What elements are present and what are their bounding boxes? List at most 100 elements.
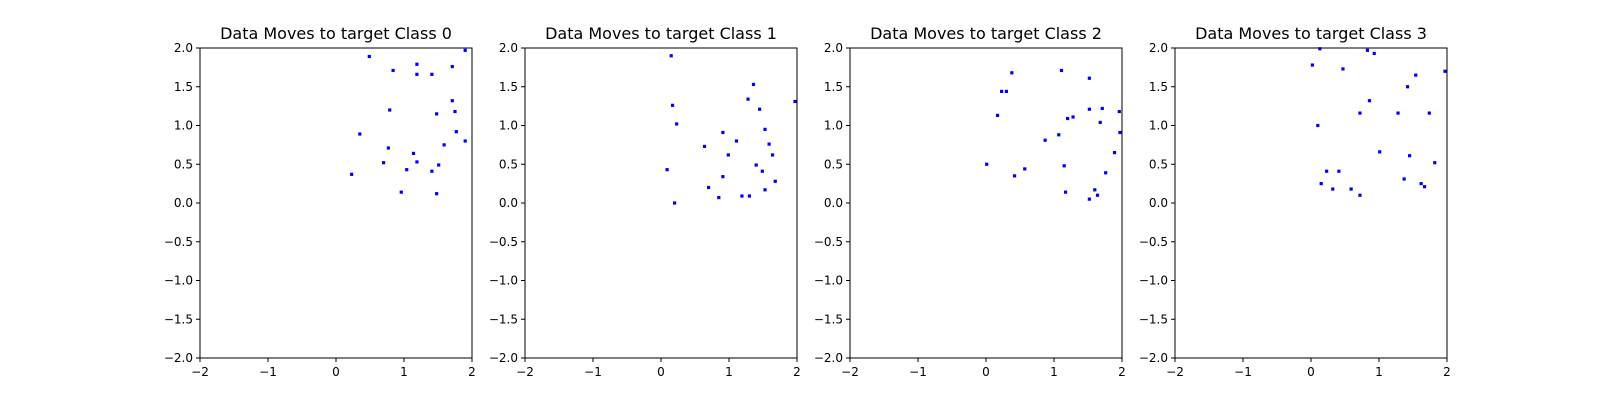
data-point	[1098, 120, 1102, 124]
subplot-3: Data Moves to target Class 3 −2 −1 0 1 2 −2.0 −…	[1139, 24, 1451, 379]
y-tick-label: −2.0	[489, 351, 518, 365]
x-tick-label: 0	[982, 365, 990, 379]
subplot-0: Data Moves to target Class 0 −2 −1 0 1 2 −2.0 −…	[164, 24, 476, 379]
data-point	[1316, 123, 1320, 128]
y-tick-label: −1.5	[1139, 312, 1168, 326]
data-point	[763, 188, 767, 192]
data-point	[793, 99, 797, 104]
data-point	[760, 169, 764, 173]
x-tick-label: −1	[909, 365, 927, 379]
data-point	[1358, 111, 1362, 115]
data-point	[1319, 182, 1323, 186]
y-tick-label: 0.0	[1149, 196, 1168, 210]
data-point	[463, 48, 467, 52]
data-point	[1433, 161, 1437, 165]
y-tick-label: 0.5	[1149, 157, 1168, 171]
data-point	[1443, 69, 1447, 73]
x-tick-label: −2	[191, 365, 209, 379]
x-tick-label: 1	[1375, 365, 1383, 379]
data-point	[430, 169, 434, 173]
data-point	[1365, 48, 1370, 52]
y-tick-label: 2.0	[499, 41, 518, 55]
data-point	[1422, 185, 1427, 189]
data-point	[1402, 177, 1406, 181]
data-point	[1367, 99, 1372, 103]
data-point	[754, 163, 758, 167]
data-point	[1043, 138, 1047, 142]
data-point	[1100, 106, 1104, 111]
x-tick-label: 2	[1118, 365, 1126, 379]
subplot-1: Data Moves to target Class 1 −2 −1 0 1 2 −2.0 −…	[489, 24, 801, 379]
x-tick-label: −2	[1166, 365, 1184, 379]
y-tick-label: 1.5	[1149, 80, 1168, 94]
y-tick-label: 1.0	[174, 119, 193, 133]
y-tick-label: 1.5	[499, 80, 518, 94]
data-point	[669, 54, 673, 58]
x-tick-label: 1	[400, 365, 408, 379]
data-point	[415, 62, 419, 66]
data-point	[358, 132, 362, 136]
data-point	[1427, 111, 1431, 115]
data-point	[1372, 51, 1376, 56]
y-tick-label: 0.5	[499, 157, 518, 171]
data-point	[1004, 89, 1008, 93]
data-point	[386, 146, 390, 150]
data-point	[1378, 150, 1382, 154]
data-point	[454, 130, 458, 134]
y-tick-label: −2.0	[1139, 351, 1168, 365]
data-point	[1318, 47, 1322, 51]
data-point	[721, 175, 725, 179]
data-point	[1414, 73, 1418, 77]
y-tick-label: −1.0	[1139, 274, 1168, 288]
y-tick-label: 0.5	[824, 157, 843, 171]
data-point	[773, 179, 777, 183]
data-point	[430, 72, 434, 76]
data-point	[747, 194, 751, 198]
data-point	[995, 113, 1000, 118]
subplot-2: Data Moves to target Class 2 −2 −1 0 1 2 −2.0 −…	[814, 24, 1126, 379]
data-point	[985, 162, 989, 166]
data-point	[717, 195, 721, 200]
data-point	[1087, 107, 1091, 111]
data-point	[770, 153, 775, 157]
data-point	[1062, 164, 1066, 168]
data-point	[1419, 182, 1423, 186]
x-tick-label: 0	[1307, 365, 1315, 379]
y-tick-label: −1.0	[164, 274, 193, 288]
y-tick-label: 1.5	[174, 80, 193, 94]
data-point	[707, 185, 711, 190]
y-tick-label: −1.0	[814, 274, 843, 288]
data-point	[767, 142, 771, 146]
data-point	[1349, 187, 1353, 191]
data-point	[1093, 188, 1097, 192]
data-point	[450, 65, 454, 69]
data-point	[1337, 169, 1341, 173]
data-point	[734, 139, 739, 143]
subplot-title: Data Moves to target Class 0	[220, 24, 452, 43]
data-point	[1405, 85, 1410, 89]
y-tick-label: 1.0	[499, 119, 518, 133]
subplot-title: Data Moves to target Class 3	[1195, 24, 1427, 43]
data-point	[442, 143, 446, 147]
data-point	[435, 112, 439, 116]
data-point	[1310, 63, 1314, 67]
x-tick-label: 2	[468, 365, 476, 379]
y-tick-label: 1.0	[824, 119, 843, 133]
data-point	[435, 192, 439, 196]
data-point	[1396, 111, 1400, 115]
data-point	[463, 139, 467, 143]
data-point	[399, 190, 403, 194]
x-tick-label: −2	[841, 365, 859, 379]
data-point	[670, 103, 675, 107]
data-point	[367, 54, 371, 59]
y-tick-label: 0.0	[174, 196, 193, 210]
data-point	[1071, 115, 1075, 119]
data-point	[1010, 71, 1014, 75]
data-point	[437, 163, 441, 167]
y-tick-label: 1.5	[824, 80, 843, 94]
data-point	[1012, 174, 1017, 178]
data-point	[1059, 68, 1064, 73]
y-tick-label: −2.0	[164, 351, 193, 365]
